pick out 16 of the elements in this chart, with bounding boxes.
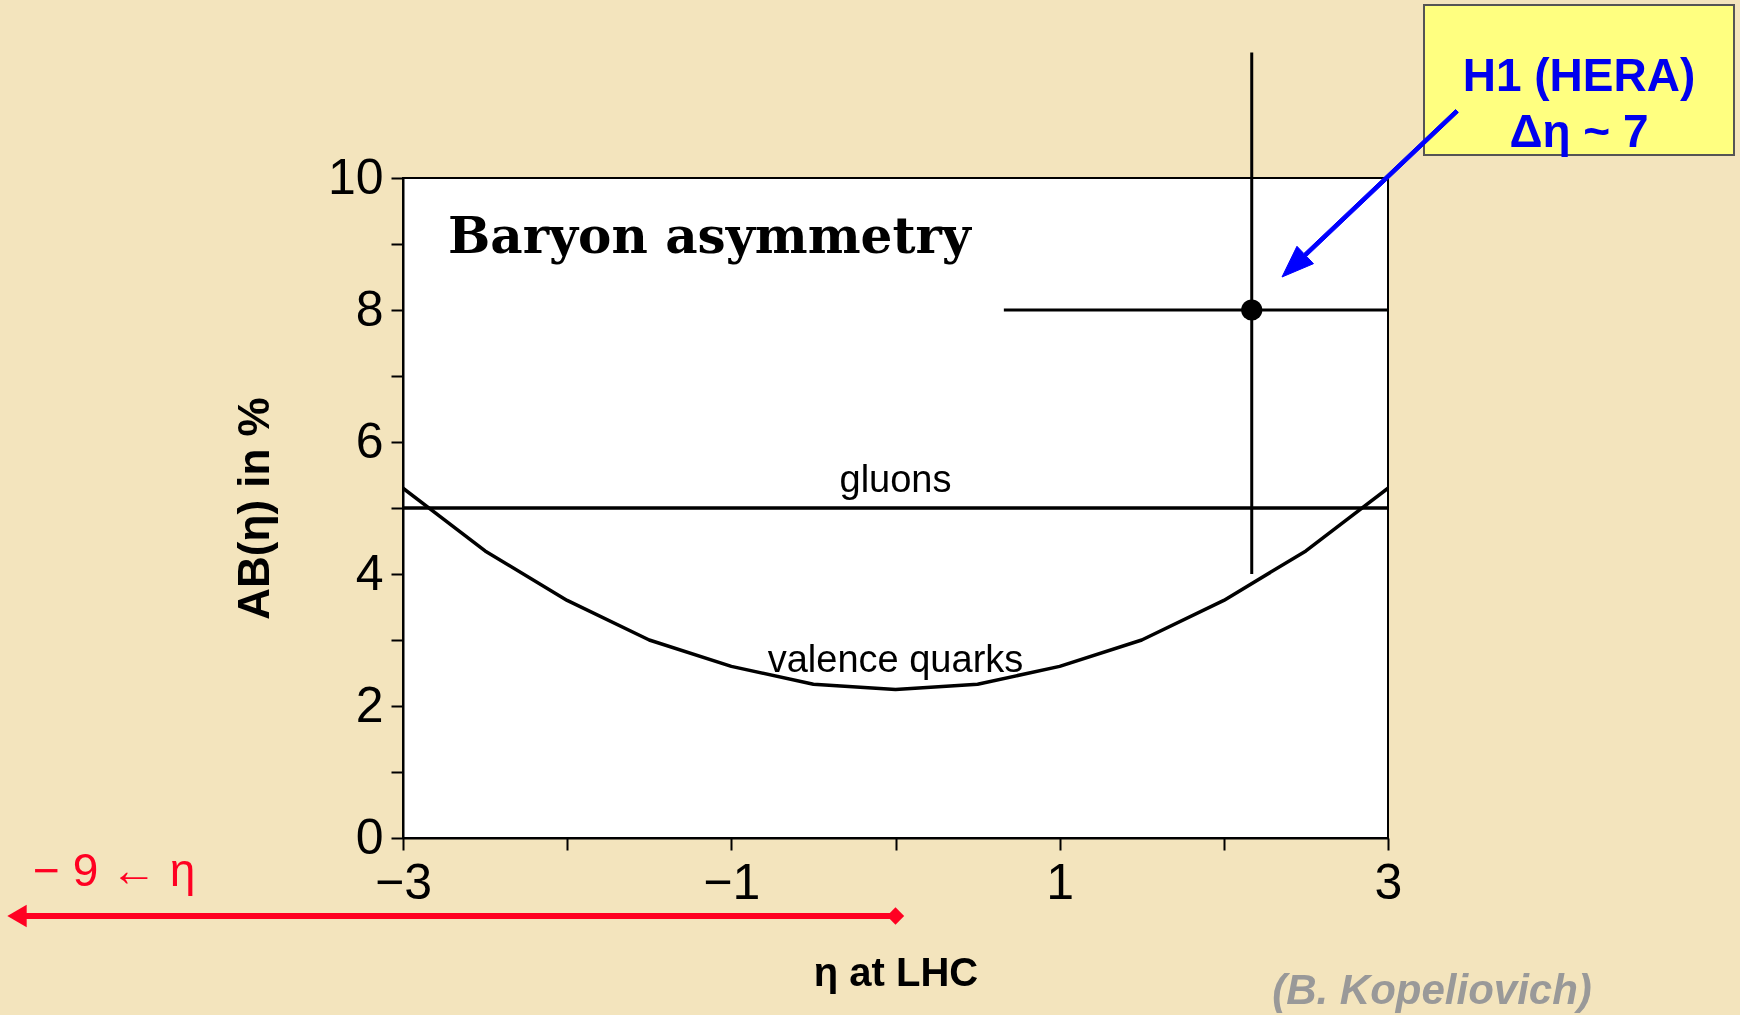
series-label: gluons [839,458,952,501]
series-label: valence quarks [767,637,1024,680]
text: (B. Kopeliovich) [1272,966,1592,1013]
x-tick-label: −1 [703,853,761,910]
y-tick-label: 6 [355,412,384,469]
y-axis-title: AB(η) in % [228,397,278,620]
x-tick-label: 3 [1374,853,1403,910]
y-tick-label: 2 [355,676,384,733]
text: H1 (HERA) Δη ~ 7 [1462,49,1696,157]
x-tick-label: 1 [1046,853,1075,910]
y-tick-label: 10 [327,148,384,205]
y-tick-label: 8 [355,280,384,337]
text: − 9 ← η [33,844,196,896]
y-tick-label: 4 [355,544,384,601]
text: Baryon asymmetry [448,206,973,265]
x-axis-title: η at LHC [813,949,979,994]
